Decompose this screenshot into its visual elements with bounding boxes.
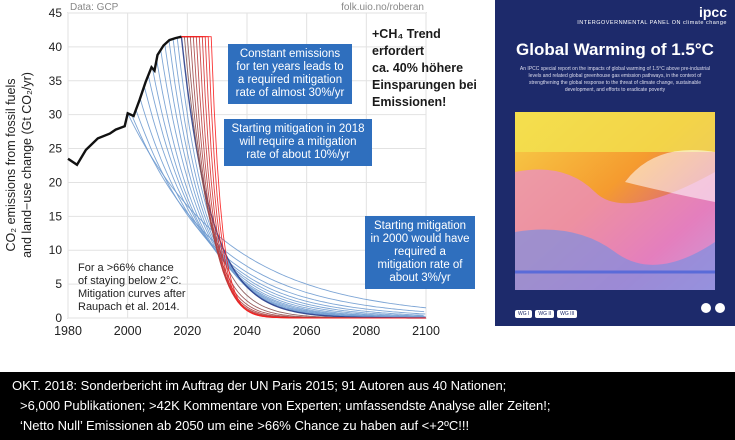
blue-mitigation-curve <box>147 75 426 318</box>
cover-artwork <box>515 112 715 290</box>
unep-emblem-icon <box>715 303 725 313</box>
x-tick-label: 2020 <box>173 324 201 338</box>
x-tick-label: 2040 <box>233 324 261 338</box>
annotation-line-4: Raupach et al. 2014. <box>78 301 180 313</box>
annotation-line-3: Mitigation curves after <box>78 288 186 300</box>
wg3-badge: WG III <box>557 310 578 318</box>
red-mitigation-curve <box>181 36 426 319</box>
caption-bar: OKT. 2018: Sonderbericht im Auftrag der … <box>0 372 735 440</box>
caption-line-1: OKT. 2018: Sonderbericht im Auftrag der … <box>12 378 507 393</box>
caption-line-2: >6,000 Publikationen; >42K Kommentare vo… <box>20 398 551 413</box>
y-tick-label: 20 <box>49 175 63 189</box>
source-left: Data: GCP <box>70 2 119 13</box>
x-tick-label: 2080 <box>352 324 380 338</box>
historical-emissions-line <box>67 35 182 167</box>
y-tick-label: 35 <box>49 74 63 88</box>
german-note: +CH₄ Trend erfordert ca. 40% höhere Eins… <box>372 26 492 111</box>
y-tick-label: 40 <box>49 40 63 54</box>
report-title: Global Warming of 1.5°C <box>516 40 714 59</box>
y-tick-label: 45 <box>49 6 63 20</box>
blue-mitigation-curve <box>143 86 425 317</box>
y-axis-label-line2: and land−use change (Gt CO₂/yr) <box>20 72 34 258</box>
y-tick-label: 10 <box>49 243 63 257</box>
blue-mitigation-curve <box>135 109 426 315</box>
y-tick-label: 15 <box>49 209 63 223</box>
x-tick-label: 2100 <box>412 324 440 338</box>
callout-constant-emissions: Constant emissions for ten years leads t… <box>228 44 352 104</box>
x-tick-label: 1980 <box>54 324 82 338</box>
x-tick-label: 2000 <box>114 324 142 338</box>
german-note-line-4: Einsparungen bei <box>372 78 477 92</box>
y-tick-label: 25 <box>49 142 63 156</box>
slide: 0 5 10 15 20 25 30 35 40 45 1980 2000 2020 2040 2060 20… <box>0 0 735 372</box>
callout-start-2018: Starting mitigation in 2018 will require… <box>224 119 372 166</box>
y-tick-label: 5 <box>55 277 62 291</box>
y-axis-label-line1: CO₂ emissions from fossil fuels <box>4 79 18 252</box>
german-note-line-3: ca. 40% höhere <box>372 61 464 75</box>
ipcc-report-cover: ipcc INTERGOVERNMENTAL PANEL ON climate … <box>495 0 735 326</box>
ipcc-logo: ipcc <box>698 4 727 20</box>
annotation-line-1: For a >66% chance <box>78 262 174 274</box>
german-note-line-2: erfordert <box>372 44 425 58</box>
x-tick-label: 2060 <box>293 324 321 338</box>
annotation-line-2: of staying below 2°C. <box>78 275 181 287</box>
caption-line-3: ‘Netto Null’ Emissionen ab 2050 um eine … <box>20 418 470 433</box>
wmo-emblem-icon <box>701 303 711 313</box>
report-subtitle: An IPCC special report on the impacts of… <box>519 66 711 93</box>
blue-mitigation-curve <box>139 98 424 316</box>
wg1-badge: WG I <box>515 310 533 318</box>
ipcc-org-name: INTERGOVERNMENTAL PANEL ON climate chang… <box>577 20 727 26</box>
y-tick-label: 30 <box>49 108 63 122</box>
blue-mitigation-curve <box>152 68 424 318</box>
callout-start-2000: Starting mitigation in 2000 would have r… <box>365 216 475 289</box>
german-note-line-1: +CH₄ Trend <box>372 27 441 41</box>
y-tick-label: 0 <box>55 311 62 325</box>
source-right: folk.uio.no/roberan <box>341 2 424 13</box>
german-note-line-5: Emissionen! <box>372 95 447 109</box>
wg2-badge: WG II <box>535 310 555 318</box>
